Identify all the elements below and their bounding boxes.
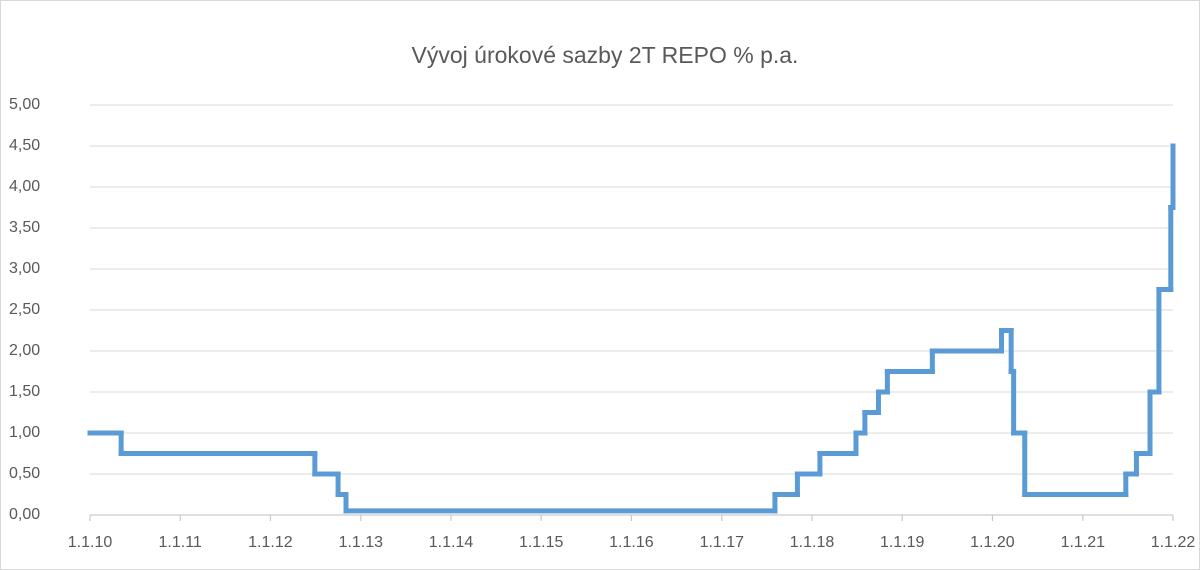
x-tick-label: 1.1.19	[880, 534, 925, 551]
x-tick-label: 1.1.16	[609, 534, 654, 551]
x-tick-label: 1.1.18	[790, 534, 835, 551]
x-tick-label: 1.1.22	[1151, 534, 1196, 551]
y-tick-label: 1,00	[9, 424, 40, 441]
x-tick-label: 1.1.20	[970, 534, 1015, 551]
y-tick-label: 1,50	[9, 383, 40, 400]
x-tick-label: 1.1.13	[339, 534, 384, 551]
x-tick-label: 1.1.21	[1061, 534, 1106, 551]
y-tick-label: 4,00	[9, 178, 40, 195]
x-tick-label: 1.1.10	[68, 534, 113, 551]
y-tick-label: 2,50	[9, 301, 40, 318]
x-tick-label: 1.1.11	[159, 534, 202, 551]
y-tick-label: 0,50	[9, 465, 40, 482]
y-tick-label: 3,50	[9, 219, 40, 236]
x-tick-label: 1.1.14	[429, 534, 474, 551]
y-tick-label: 2,00	[9, 342, 40, 359]
y-tick-label: 3,00	[9, 260, 40, 277]
x-tick-label: 1.1.17	[700, 534, 745, 551]
y-tick-label: 4,50	[9, 137, 40, 154]
x-tick-label: 1.1.15	[519, 534, 564, 551]
x-tick-label: 1.1.12	[248, 534, 293, 551]
y-tick-label: 5,00	[9, 96, 40, 113]
y-tick-label: 0,00	[9, 506, 40, 523]
chart-title: Vývoj úrokové sazby 2T REPO % p.a.	[412, 42, 799, 68]
